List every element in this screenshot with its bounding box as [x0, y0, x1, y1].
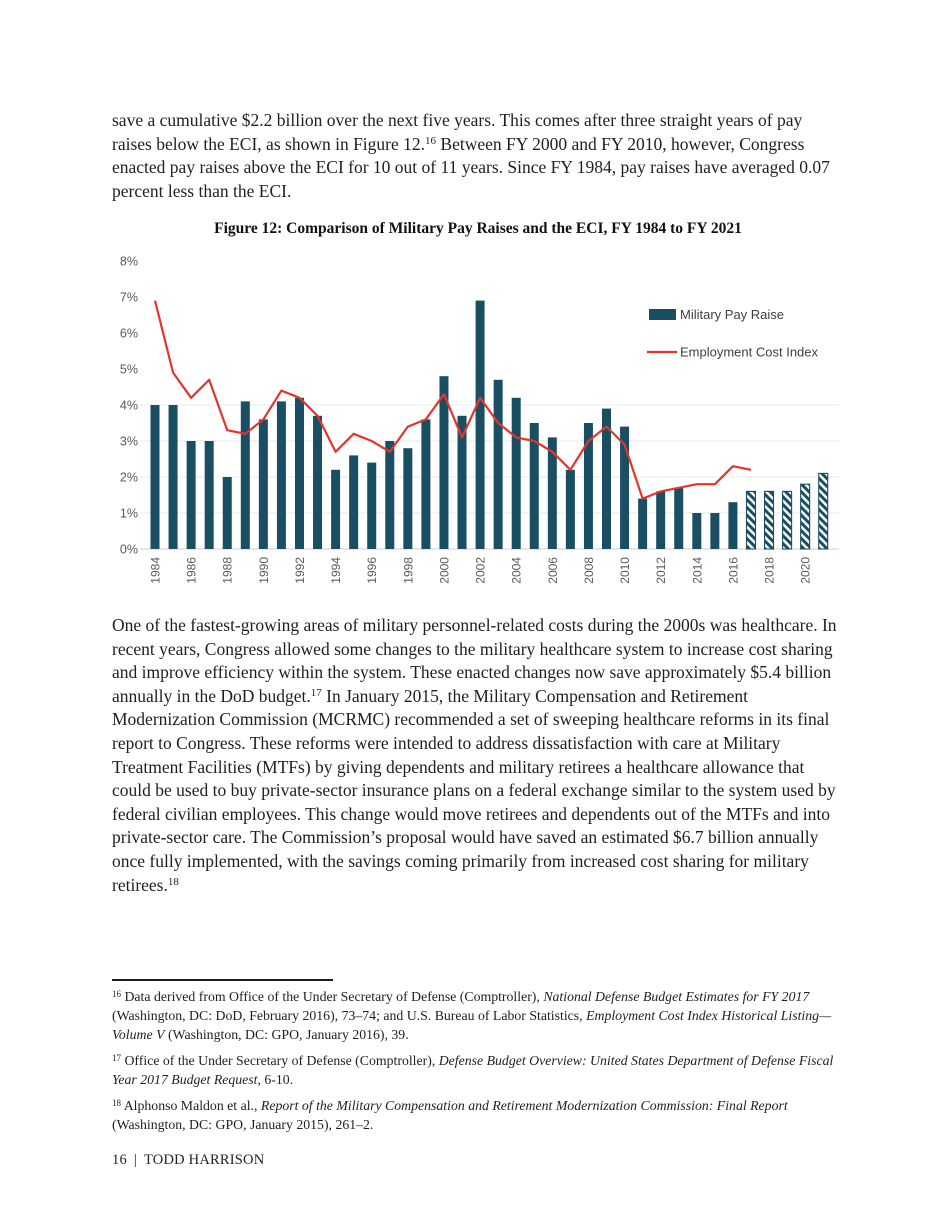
bar-2000 — [439, 376, 449, 549]
bar-1993 — [313, 415, 323, 549]
bar-2016 — [728, 502, 738, 549]
bar-2003 — [493, 379, 503, 549]
bar-2014 — [692, 513, 702, 549]
footer-divider: | — [133, 1152, 138, 1168]
footnote-ref: 17 — [310, 686, 322, 699]
intro-paragraph: save a cumulative $2.2 billion over the … — [112, 110, 830, 201]
x-tick-label-1988: 1988 — [221, 557, 235, 584]
footnote-18: 18 Alphonso Maldon et al., Report of the… — [112, 1096, 848, 1134]
bar-2007 — [565, 469, 575, 549]
bar-1988 — [222, 477, 232, 549]
bar-2015 — [710, 513, 720, 549]
bar-2006 — [547, 437, 557, 549]
x-tick-label-1998: 1998 — [401, 557, 415, 584]
bar-2009 — [602, 408, 611, 549]
footnote-18-marker: 18 — [112, 1098, 121, 1108]
bar-1996 — [367, 462, 377, 549]
figure-title: Figure 12: Comparison of Military Pay Ra… — [214, 220, 742, 237]
y-tick-label: 6% — [120, 327, 138, 341]
x-tick-label-1990: 1990 — [257, 557, 271, 584]
footnote-17-text: Office of the Under Secretary of Defense… — [112, 1053, 834, 1087]
y-tick-label: 8% — [120, 255, 138, 269]
x-tick-label-1994: 1994 — [329, 557, 343, 584]
footnote-18-text: Alphonso Maldon et al., Report of the Mi… — [112, 1098, 788, 1132]
bar-projected-2018 — [763, 490, 775, 550]
y-tick-label: 1% — [120, 507, 138, 521]
x-tick-label-2018: 2018 — [763, 557, 777, 584]
bar-projected-2021 — [818, 472, 829, 550]
y-tick-label: 3% — [120, 435, 138, 449]
x-tick-label-2020: 2020 — [799, 557, 813, 584]
y-tick-label: 7% — [120, 291, 138, 305]
legend-label-pay-raise: Military Pay Raise — [680, 307, 784, 322]
figure-12-chart: 0% 1% 2% 3% 4% 5% 6% 7% 8% 1984 1986 1988 1990 1992 19… — [112, 248, 842, 600]
x-tick-label-2012: 2012 — [654, 557, 668, 584]
page-footer: 16 | TODD HARRISON — [112, 1152, 264, 1169]
footnotes-section: 16 Data derived from Office of the Under… — [112, 987, 848, 1141]
bar-2011 — [638, 498, 648, 549]
bar-2012 — [656, 491, 666, 549]
x-tick-label-1992: 1992 — [293, 557, 307, 584]
bar-2013 — [674, 487, 684, 549]
bar-1991 — [276, 401, 286, 549]
footnote-ref: 18 — [167, 875, 179, 888]
bar-2008 — [583, 423, 593, 549]
x-tick-label-2000: 2000 — [437, 557, 451, 584]
page-number: 16 — [112, 1152, 127, 1168]
y-tick-label: 5% — [120, 363, 138, 377]
x-tick-label-2010: 2010 — [618, 557, 632, 584]
x-tick-label-2004: 2004 — [510, 557, 524, 584]
bar-2010 — [620, 426, 630, 549]
bar-1997 — [385, 441, 395, 549]
footnote-16-text: Data derived from Office of the Under Se… — [112, 989, 832, 1042]
footnote-ref: 16 — [425, 134, 437, 147]
bar-1984 — [150, 405, 160, 549]
bar-2004 — [511, 397, 521, 549]
legend-swatch-pay-raise — [649, 309, 676, 320]
footnote-separator — [112, 979, 333, 981]
bar-1995 — [349, 455, 359, 549]
bar-1994 — [331, 469, 341, 549]
y-tick-label: 0% — [120, 543, 138, 557]
bar-2005 — [529, 423, 539, 549]
bar-2001 — [457, 415, 467, 549]
footnote-17: 17 Office of the Under Secretary of Defe… — [112, 1051, 848, 1089]
bar-2002 — [475, 300, 485, 549]
chart-canvas: 0% 1% 2% 3% 4% 5% 6% 7% 8% 1984 1986 1988 1990 1992 19… — [120, 255, 839, 584]
footer-author: TODD HARRISON — [144, 1152, 265, 1168]
footnote-17-marker: 17 — [112, 1053, 121, 1063]
healthcare-paragraph: One of the fastest-growing areas of mili… — [112, 615, 837, 895]
x-tick-label-2014: 2014 — [690, 557, 704, 584]
x-tick-label-2016: 2016 — [726, 557, 740, 584]
bar-1990 — [258, 419, 268, 549]
legend-label-eci: Employment Cost Index — [680, 345, 819, 360]
bar-1987 — [204, 441, 214, 549]
eci-line — [153, 300, 752, 500]
bar-projected-2019 — [782, 490, 793, 550]
x-tick-label-1996: 1996 — [365, 557, 379, 584]
y-tick-label: 2% — [120, 471, 138, 485]
bar-1998 — [403, 448, 413, 549]
x-tick-label-2008: 2008 — [582, 557, 596, 584]
bar-projected-2020 — [800, 483, 811, 550]
bar-1985 — [168, 405, 178, 549]
bar-1989 — [240, 401, 250, 549]
x-tick-label-1986: 1986 — [185, 557, 199, 584]
bar-projected-2017 — [745, 490, 757, 550]
footnote-16: 16 Data derived from Office of the Under… — [112, 987, 848, 1044]
footnote-16-marker: 16 — [112, 989, 121, 999]
y-tick-label: 4% — [120, 399, 138, 413]
bar-1986 — [186, 441, 196, 549]
x-tick-label-2006: 2006 — [546, 557, 560, 584]
bar-1999 — [421, 419, 431, 549]
x-tick-label-2002: 2002 — [474, 557, 488, 584]
x-tick-label-1984: 1984 — [149, 557, 163, 584]
bar-1992 — [294, 397, 304, 549]
